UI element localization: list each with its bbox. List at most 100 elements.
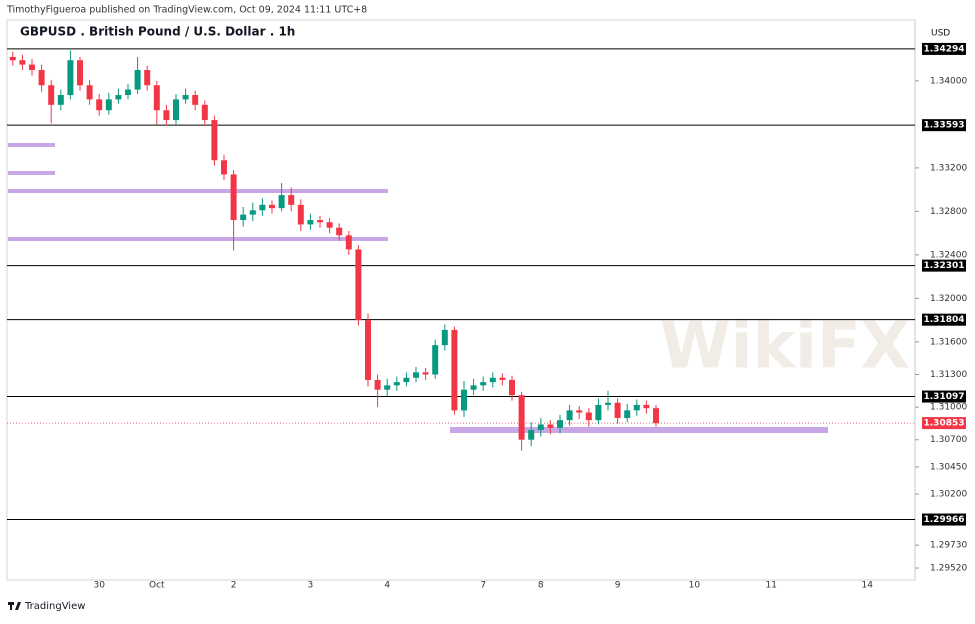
x-tick-label: 14 [861, 581, 873, 591]
x-tick-label: 3 [308, 581, 314, 591]
level-badge [922, 119, 966, 132]
candle-body [67, 60, 74, 96]
level-label: 1.32301 [924, 261, 965, 271]
x-tick-label: 2 [231, 581, 237, 591]
candle-body [633, 404, 640, 411]
zone [8, 189, 388, 193]
zone [8, 171, 55, 175]
candle-body [336, 227, 343, 236]
candle-body [643, 404, 650, 409]
candle-body [249, 210, 256, 215]
candle-body [182, 95, 189, 100]
y-tick-label: 1.31000 [930, 403, 967, 413]
y-tick-label: 1.32800 [930, 207, 967, 217]
candle-body [86, 85, 93, 100]
candle-body [297, 204, 304, 225]
watermark: WikiFX [660, 310, 910, 384]
level-label: 1.29966 [924, 515, 965, 525]
candle-body [326, 222, 333, 228]
x-tick-label: 30 [93, 581, 105, 591]
level-badge [922, 390, 966, 403]
y-tick-label: 1.32400 [930, 250, 967, 260]
candle-body [153, 85, 160, 111]
candle-body [576, 410, 583, 413]
candle-body [115, 95, 122, 100]
candle-body [393, 382, 400, 386]
candle-body [288, 195, 295, 205]
level-badge [922, 42, 966, 55]
candle-body [461, 389, 467, 411]
x-tick-label: 4 [384, 581, 390, 591]
tv-logo [8, 602, 21, 610]
candle-body [173, 99, 179, 121]
level-label: 1.31097 [924, 392, 965, 402]
last-price-label: 1.30853 [924, 419, 965, 429]
y-tick-label: 1.30450 [930, 462, 967, 472]
x-tick-label: 7 [480, 581, 486, 591]
candle-body [211, 120, 218, 161]
candle-body [57, 95, 64, 105]
candle-body [518, 395, 525, 440]
y-tick-label: 1.31300 [930, 370, 967, 380]
candle-body [451, 329, 458, 411]
candle-body [384, 385, 391, 390]
candle-body [240, 214, 247, 221]
candle-body [48, 85, 55, 105]
y-tick-label: 1.29730 [930, 541, 967, 551]
y-tick-label: 1.30200 [930, 490, 967, 500]
zones [8, 143, 828, 433]
last-price-badge [922, 417, 966, 430]
level-label: 1.33593 [924, 121, 965, 131]
candle-body [566, 410, 573, 421]
currency: USD [931, 29, 950, 39]
candle-body [96, 99, 103, 111]
level-label: 1.34294 [924, 44, 965, 54]
candle-body [201, 104, 208, 121]
candle-body [413, 372, 419, 378]
candle-body [269, 204, 275, 209]
candle-body [624, 410, 631, 418]
candle-body [355, 249, 362, 321]
candle-body [307, 220, 314, 225]
level-badge [922, 313, 966, 326]
candle-body [605, 402, 611, 405]
candle-body [595, 404, 602, 421]
chart-title: GBPUSD . British Pound / U.S. Dollar . 1… [20, 25, 295, 39]
candle-body [499, 377, 506, 380]
level-label: 1.31804 [924, 315, 965, 325]
candle-body [489, 377, 496, 383]
x-tick-label: 11 [765, 581, 776, 591]
candle-body [105, 99, 112, 111]
candle-body [374, 379, 381, 390]
x-tick-label: 8 [538, 581, 544, 591]
candle-body [144, 70, 151, 86]
level-badge [922, 259, 966, 272]
y-tick-label: 1.30700 [930, 435, 967, 445]
candle-body [163, 110, 170, 121]
candle-body [19, 60, 26, 65]
y-tick-label: 1.29520 [930, 564, 967, 574]
candle-body [614, 402, 621, 418]
y-tick-label: 1.31600 [930, 337, 967, 347]
candle-body [125, 89, 131, 96]
candle-body [432, 345, 439, 375]
candle-body [547, 424, 554, 428]
candle-body [134, 70, 141, 90]
candle-body [278, 195, 285, 209]
candle-body [557, 420, 563, 428]
candle-body [528, 429, 535, 440]
candle-body [403, 377, 410, 383]
candle-body [192, 95, 199, 105]
zone [8, 237, 388, 241]
candle-body [470, 385, 477, 390]
candle-body [585, 412, 592, 421]
candle-body [365, 320, 371, 380]
publisher-note: TimothyFigueroa published on TradingView… [6, 5, 367, 16]
candle-body [480, 382, 487, 386]
x-tick-label: 9 [615, 581, 621, 591]
candle-body [9, 56, 16, 61]
brand: TradingView [24, 601, 85, 612]
logo-part [10, 602, 12, 610]
